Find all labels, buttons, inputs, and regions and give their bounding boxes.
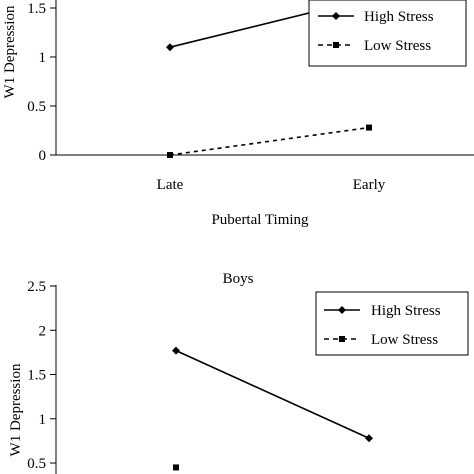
- data-point-high-stress: [172, 346, 180, 355]
- legend-box: [308, 0, 467, 67]
- data-point-low-stress: [167, 152, 173, 158]
- y-tick-label: 1.5: [27, 1, 46, 17]
- chart-panel-top: W1 Depression Pubertal Timing 0 0.5 1 1.5 L…: [2, 0, 474, 228]
- data-point-high-stress: [166, 43, 174, 52]
- y-tick-label: 0: [39, 148, 47, 164]
- x-tick-label: Early: [353, 177, 386, 193]
- y-tick-label: 2.5: [27, 279, 46, 295]
- data-point-high-stress: [365, 434, 373, 443]
- y-tick-label: 0.5: [27, 99, 46, 115]
- legend-marker-high-stress: [338, 306, 346, 314]
- y-axis-title: W1 Depression: [2, 5, 18, 98]
- y-tick-group: 0.5 1 1.5 2 2.5: [27, 279, 56, 472]
- data-point-low-stress: [173, 464, 179, 471]
- legend: High Stress Low Stress: [308, 0, 467, 67]
- x-axis-title: Pubertal Timing: [211, 212, 309, 228]
- y-tick-label: 0.5: [27, 456, 46, 472]
- chart-panel-boys: Boys W1 Depression 0.5 1 1.5 2 2.5 High Stre…: [8, 271, 469, 474]
- y-tick-group: 0 0.5 1 1.5: [27, 1, 56, 164]
- y-axis-title: W1 Depression: [8, 363, 24, 456]
- y-tick-label: 1: [39, 412, 47, 428]
- data-point-low-stress: [366, 124, 372, 131]
- legend-marker-low-stress: [333, 42, 339, 48]
- series-line-high-stress: [175, 349, 370, 439]
- x-tick-group: Late Early: [157, 177, 386, 193]
- chart-title-boys: Boys: [223, 271, 254, 287]
- x-tick-label: Late: [157, 177, 184, 193]
- series-group: [172, 346, 373, 471]
- legend-marker-low-stress: [339, 336, 345, 342]
- legend-box: [315, 291, 469, 356]
- series-line-low-stress: [169, 126, 370, 156]
- y-tick-label: 1.5: [27, 368, 46, 384]
- legend-marker-high-stress: [332, 12, 340, 20]
- legend: High Stress Low Stress: [315, 291, 469, 356]
- y-tick-label: 2: [39, 323, 47, 339]
- legend-label-high-stress: High Stress: [371, 303, 441, 319]
- legend-label-high-stress: High Stress: [364, 9, 434, 25]
- y-tick-label: 1: [39, 50, 47, 66]
- legend-label-low-stress: Low Stress: [364, 38, 431, 54]
- legend-label-low-stress: Low Stress: [371, 332, 438, 348]
